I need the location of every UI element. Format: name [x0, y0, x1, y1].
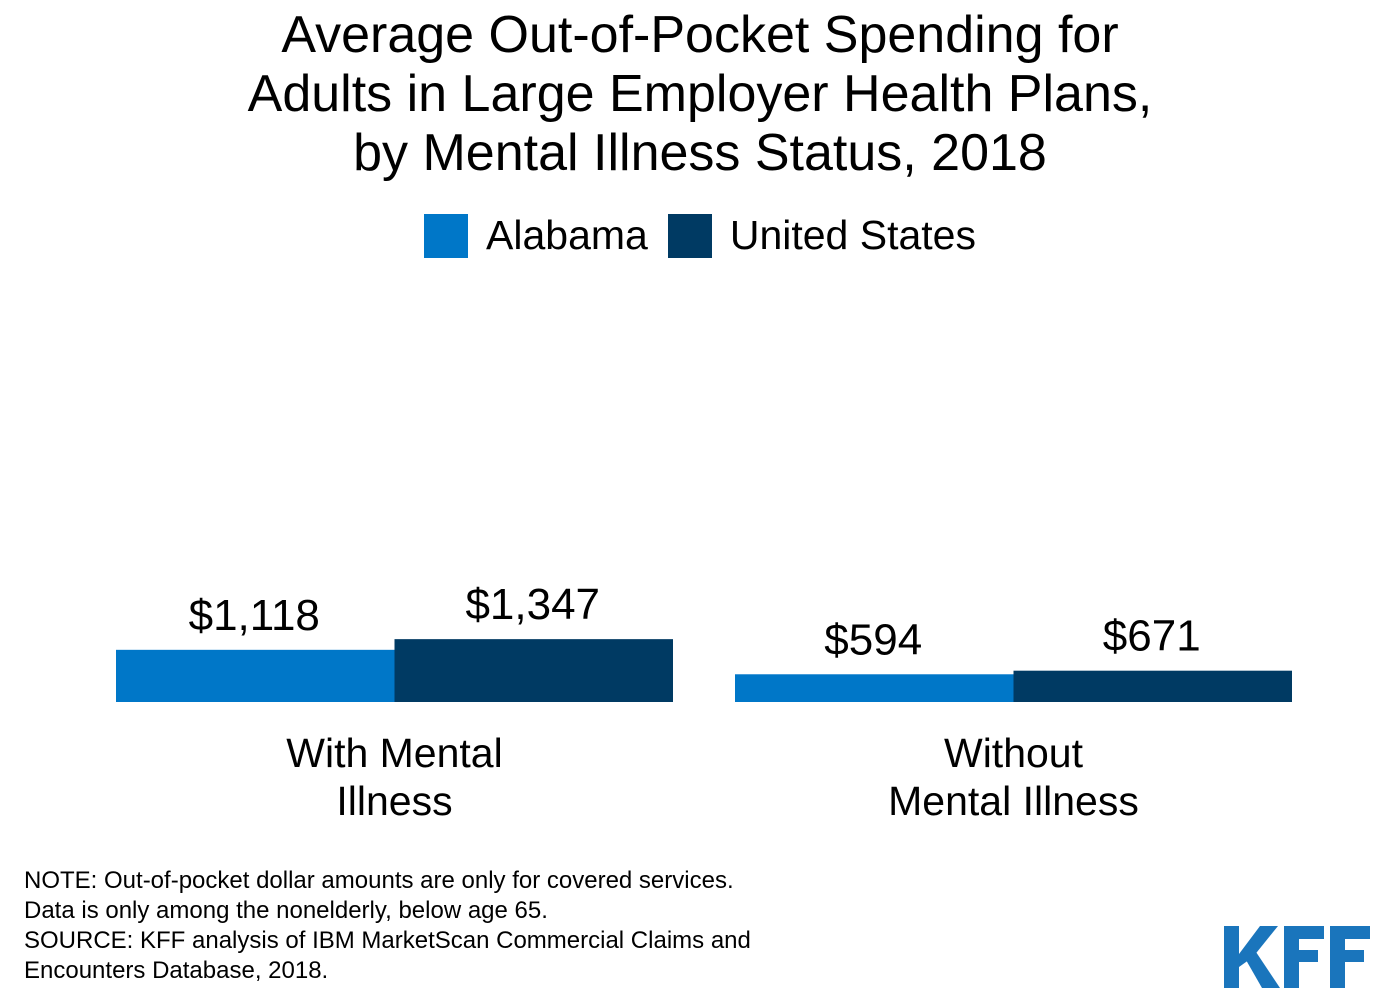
- note-line-4: Encounters Database, 2018.: [24, 957, 329, 984]
- bar-united-states-without-mental-illness: [1013, 670, 1292, 702]
- legend-swatch-united-states: [667, 213, 712, 258]
- data-label-united-states-without-mental-illness: $671: [1103, 612, 1201, 661]
- legend-swatch-alabama: [424, 213, 469, 258]
- kff-logo-mark: [1224, 926, 1370, 988]
- category-label-without-mental-illness-line-1: Without: [944, 730, 1084, 776]
- legend-label-united-states: United States: [729, 212, 976, 258]
- legend-item-united-states: United States: [667, 212, 976, 259]
- data-label-united-states-with-mental-illness: $1,347: [465, 580, 600, 629]
- kff-logo: [1224, 926, 1370, 988]
- title-line-1: Average Out-of-Pocket Spending for: [281, 6, 1119, 64]
- data-label-alabama-without-mental-illness: $594: [824, 615, 922, 664]
- category-label-with-mental-illness-line-2: Illness: [336, 778, 452, 824]
- note-line-2: Data is only among the nonelderly, below…: [24, 897, 548, 924]
- category-label-without-mental-illness-line-2: Mental Illness: [888, 778, 1139, 824]
- bar-alabama-without-mental-illness: [735, 674, 1014, 702]
- bar-alabama-with-mental-illness: [116, 649, 395, 702]
- chart-title: Average Out-of-Pocket Spending for Adult…: [0, 6, 1400, 183]
- source-note: NOTE: Out-of-pocket dollar amounts are o…: [24, 866, 751, 986]
- legend: Alabama United States: [0, 212, 1400, 259]
- legend-label-alabama: Alabama: [486, 212, 648, 258]
- category-label-with-mental-illness-line-1: With Mental: [286, 730, 502, 776]
- legend-item-alabama: Alabama: [424, 212, 648, 259]
- title-line-3: by Mental Illness Status, 2018: [353, 124, 1047, 182]
- bar-united-states-with-mental-illness: [394, 639, 673, 702]
- data-label-alabama-with-mental-illness: $1,118: [189, 591, 320, 640]
- note-line-1: NOTE: Out-of-pocket dollar amounts are o…: [24, 867, 734, 894]
- note-line-3: SOURCE: KFF analysis of IBM MarketScan C…: [24, 927, 751, 954]
- title-line-2: Adults in Large Employer Health Plans,: [247, 65, 1153, 123]
